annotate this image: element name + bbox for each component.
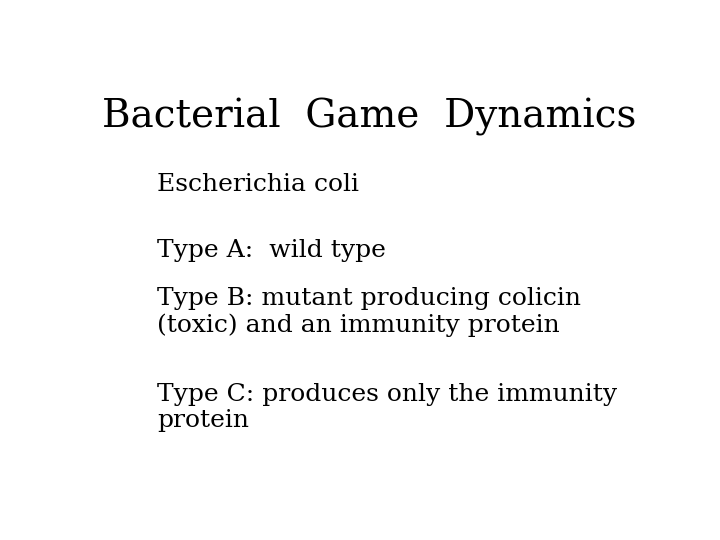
Text: Type B: mutant producing colicin
(toxic) and an immunity protein: Type B: mutant producing colicin (toxic)… xyxy=(157,287,581,338)
Text: Escherichia coli: Escherichia coli xyxy=(157,173,359,196)
Text: Type A:  wild type: Type A: wild type xyxy=(157,239,386,262)
Text: Bacterial  Game  Dynamics: Bacterial Game Dynamics xyxy=(102,98,636,136)
Text: Type C: produces only the immunity
protein: Type C: produces only the immunity prote… xyxy=(157,383,617,433)
